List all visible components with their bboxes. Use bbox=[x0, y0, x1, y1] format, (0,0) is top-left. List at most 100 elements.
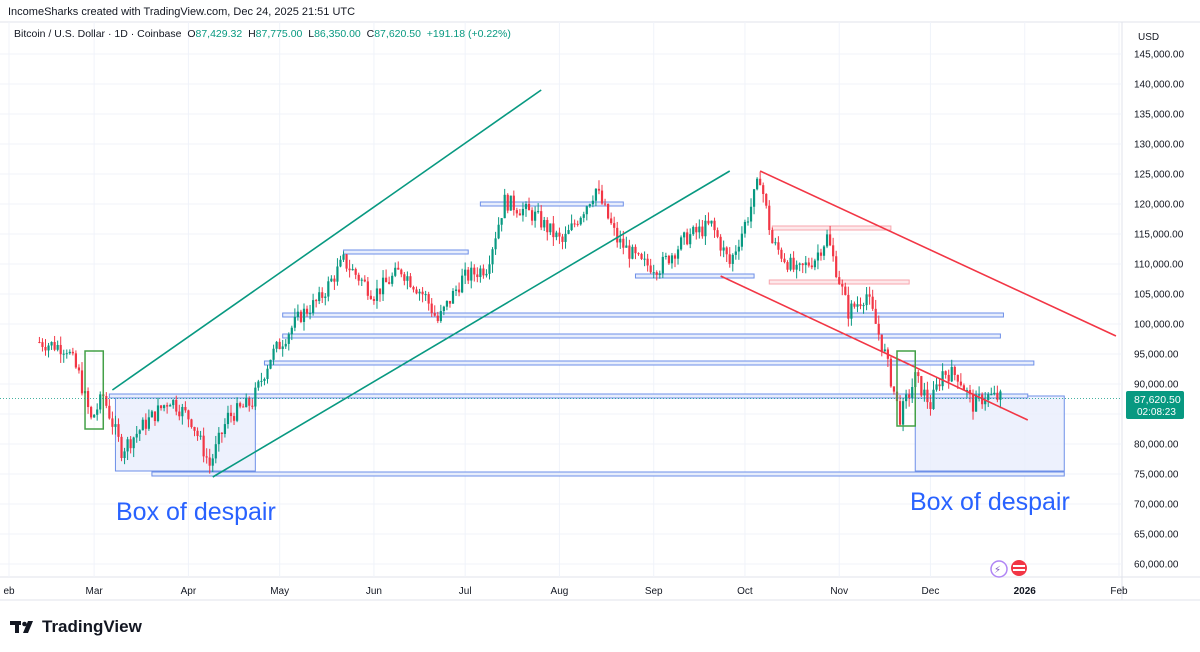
candle-body bbox=[579, 217, 582, 225]
candle-body bbox=[357, 274, 360, 281]
support-level[interactable] bbox=[282, 312, 1004, 318]
price-tick-label: 80,000.00 bbox=[1134, 440, 1179, 451]
candle-body bbox=[576, 223, 579, 225]
price-tick-label: 135,000.00 bbox=[1134, 110, 1184, 121]
price-tick-label: 90,000.00 bbox=[1134, 380, 1179, 391]
candle-body bbox=[74, 353, 78, 368]
support-level[interactable] bbox=[634, 273, 755, 279]
candle-body bbox=[701, 226, 704, 237]
candle-body bbox=[345, 254, 348, 269]
candle-body bbox=[859, 304, 862, 307]
candle-body bbox=[877, 323, 880, 335]
highlight-box[interactable] bbox=[84, 350, 105, 430]
highlight-box[interactable] bbox=[896, 350, 916, 427]
candle-body bbox=[71, 351, 74, 354]
candle-body bbox=[552, 223, 555, 238]
candle-body bbox=[257, 381, 260, 388]
candle-body bbox=[631, 246, 634, 259]
candle-body bbox=[229, 412, 233, 417]
candle-body bbox=[777, 242, 780, 250]
time-tick-label: Feb bbox=[1110, 586, 1128, 597]
time-tick-label: Oct bbox=[737, 586, 753, 597]
candle-body bbox=[126, 439, 129, 452]
candle-body bbox=[813, 260, 816, 268]
left-box-label: Box of despair bbox=[116, 498, 276, 526]
candle-body bbox=[862, 305, 865, 307]
candle-body bbox=[570, 223, 573, 231]
support-level[interactable] bbox=[343, 249, 469, 255]
candle-body bbox=[968, 389, 972, 394]
candle-body bbox=[184, 406, 187, 411]
candle-body bbox=[996, 392, 999, 400]
candle-body bbox=[558, 232, 561, 237]
candle-body bbox=[494, 238, 497, 250]
candle-body bbox=[759, 178, 762, 186]
candle-body bbox=[606, 203, 610, 219]
downtrend-line[interactable] bbox=[759, 170, 1117, 337]
candle-body bbox=[99, 394, 102, 410]
candle-body bbox=[892, 386, 896, 392]
tradingview-logo[interactable]: TradingView bbox=[10, 617, 142, 637]
candle-body bbox=[479, 268, 482, 278]
candle-body bbox=[950, 366, 953, 382]
candle-body bbox=[816, 252, 820, 261]
currency-label: USD bbox=[1138, 32, 1159, 43]
candle-body bbox=[850, 303, 853, 319]
candle-body bbox=[880, 334, 883, 352]
candle-body bbox=[235, 403, 239, 421]
candle-body bbox=[905, 394, 908, 402]
support-level[interactable] bbox=[151, 471, 1065, 477]
time-tick-label: Aug bbox=[551, 586, 569, 597]
candle-body bbox=[597, 188, 601, 191]
time-tick-label: Sep bbox=[645, 586, 663, 597]
candle-body bbox=[810, 265, 813, 268]
candle-body bbox=[716, 230, 719, 237]
us-flag-icon[interactable] bbox=[1011, 560, 1027, 576]
candle-body bbox=[953, 366, 956, 375]
candle-body bbox=[290, 327, 293, 335]
price-tick-label: 140,000.00 bbox=[1134, 80, 1184, 91]
candle-body bbox=[743, 221, 747, 234]
candle-body bbox=[786, 262, 789, 270]
candle-body bbox=[561, 236, 564, 242]
candle-body bbox=[527, 203, 531, 211]
event-icons[interactable]: ⚡ bbox=[990, 560, 1027, 578]
candle-body bbox=[217, 432, 220, 445]
support-level[interactable] bbox=[263, 360, 1035, 366]
right-box-label: Box of despair bbox=[910, 488, 1070, 516]
candle-body bbox=[619, 238, 622, 243]
candle-body bbox=[555, 232, 558, 238]
candle-body bbox=[342, 254, 345, 260]
price-tick-label: 105,000.00 bbox=[1134, 290, 1184, 301]
support-level[interactable] bbox=[282, 333, 1001, 339]
candle-body bbox=[993, 392, 996, 395]
candle-body bbox=[938, 384, 941, 387]
candle-body bbox=[868, 294, 871, 297]
uptrend-channel-line[interactable] bbox=[111, 89, 542, 391]
candle-body bbox=[251, 405, 254, 407]
candle-body bbox=[920, 376, 923, 396]
candle-body bbox=[378, 288, 382, 295]
candle-body bbox=[302, 308, 306, 322]
support-level[interactable] bbox=[479, 201, 624, 207]
open-label: O bbox=[187, 28, 196, 40]
price-tick-label: 70,000.00 bbox=[1134, 500, 1179, 511]
crypto-event-icon[interactable] bbox=[990, 560, 1008, 578]
candle-body bbox=[187, 410, 190, 420]
candle-body bbox=[901, 401, 905, 425]
candle-body bbox=[734, 251, 737, 255]
candle-body bbox=[269, 359, 272, 369]
uptrend-channel-line[interactable] bbox=[212, 170, 731, 478]
candle-body bbox=[704, 220, 707, 237]
despair-zone[interactable] bbox=[914, 395, 1065, 472]
candle-body bbox=[336, 266, 339, 282]
downtrend-line[interactable] bbox=[720, 275, 1029, 421]
resistance-level[interactable] bbox=[771, 225, 892, 231]
support-level[interactable] bbox=[108, 393, 1029, 399]
candle-body bbox=[53, 342, 56, 350]
candle-body bbox=[159, 405, 163, 409]
time-tick-label: eb bbox=[3, 586, 15, 597]
candle-body bbox=[756, 178, 759, 190]
candle-body bbox=[655, 272, 658, 275]
